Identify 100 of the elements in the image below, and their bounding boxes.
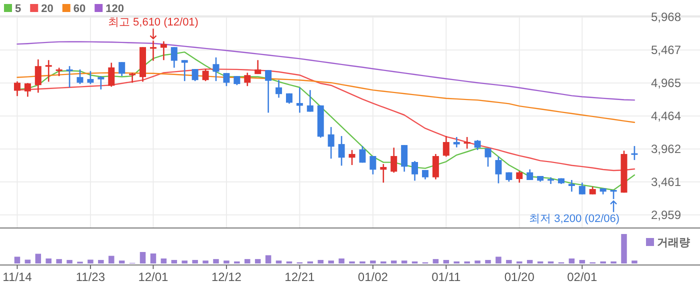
candlestick xyxy=(202,68,209,82)
x-tick-label: 01/20 xyxy=(504,270,535,284)
candlestick xyxy=(45,59,52,82)
bar xyxy=(56,259,62,264)
bar xyxy=(182,260,188,264)
candlestick xyxy=(118,61,126,77)
bar xyxy=(496,256,502,264)
candlestick xyxy=(87,70,94,85)
bar xyxy=(254,259,261,264)
y-tick-label: 5,968 xyxy=(650,10,682,24)
candlestick xyxy=(516,170,523,184)
candlestick xyxy=(150,40,156,62)
bar xyxy=(244,259,250,264)
bar xyxy=(401,260,408,264)
legend-label: 20 xyxy=(41,3,54,15)
bar xyxy=(265,255,272,264)
bar xyxy=(485,260,491,264)
bar xyxy=(35,254,42,264)
bar xyxy=(150,253,156,264)
candlestick xyxy=(160,40,167,61)
candlestick xyxy=(578,182,586,195)
x-tick-label: 02/01 xyxy=(567,270,598,284)
candlestick xyxy=(192,68,198,82)
bar xyxy=(108,256,114,264)
y-tick-label: 3,461 xyxy=(650,174,682,189)
candlestick xyxy=(254,59,262,75)
bar xyxy=(370,260,376,264)
legend-label: 5 xyxy=(15,3,22,15)
candlestick xyxy=(484,148,492,168)
candlestick xyxy=(14,80,20,97)
candlestick xyxy=(234,75,240,86)
candlestick xyxy=(432,153,439,180)
candlestick xyxy=(422,169,428,180)
candlestick xyxy=(359,145,366,164)
bar xyxy=(192,260,198,264)
candlestick xyxy=(338,135,345,166)
bar xyxy=(66,260,72,264)
y-tick-label: 4,965 xyxy=(650,76,682,90)
bar xyxy=(46,258,52,264)
candlestick xyxy=(568,179,575,192)
bar xyxy=(202,260,208,264)
candlestick xyxy=(276,79,282,98)
y-tick-label: 2,959 xyxy=(650,208,682,222)
candlestick xyxy=(108,62,115,88)
bar xyxy=(160,258,167,264)
candlestick xyxy=(34,58,42,94)
bar xyxy=(432,259,439,264)
x-tick-label: 01/11 xyxy=(432,270,462,284)
y-tick-label: 3,962 xyxy=(650,142,682,156)
bar xyxy=(118,260,125,264)
candlestick xyxy=(464,136,470,150)
bar xyxy=(171,260,178,264)
bar xyxy=(338,258,344,264)
candlestick xyxy=(244,72,251,87)
bar xyxy=(579,260,586,264)
annotation: 최저 3,200 (02/06) xyxy=(529,213,620,226)
candlestick xyxy=(453,136,460,148)
bar xyxy=(140,252,146,264)
candlestick xyxy=(170,46,178,68)
bar xyxy=(474,260,480,264)
bar xyxy=(14,256,20,264)
candlestick xyxy=(390,147,398,174)
candlestick xyxy=(495,156,502,184)
bar xyxy=(526,260,533,264)
y-tick-label: 4,464 xyxy=(650,108,682,123)
bar xyxy=(390,260,397,264)
bar xyxy=(568,258,575,264)
bar xyxy=(24,260,31,264)
bar xyxy=(276,260,282,264)
bar xyxy=(443,260,450,264)
legend-label: 120 xyxy=(106,3,124,15)
candlestick xyxy=(24,82,31,98)
candlestick xyxy=(328,126,334,160)
candlestick xyxy=(129,72,136,84)
legend-label: 거래량 xyxy=(657,237,690,249)
bar xyxy=(506,260,512,264)
candlestick xyxy=(474,139,481,151)
candlestick xyxy=(66,65,73,88)
candlestick xyxy=(401,144,408,172)
candlestick xyxy=(370,155,376,176)
bar xyxy=(98,260,104,264)
candlestick xyxy=(631,145,638,161)
candlestick xyxy=(212,56,220,82)
x-tick-label: 01/02 xyxy=(358,270,388,284)
candlestick xyxy=(181,59,188,82)
x-tick-label: 11/14 xyxy=(2,270,32,284)
candlestick xyxy=(306,89,314,112)
candlestick xyxy=(223,72,230,87)
bar xyxy=(621,234,627,264)
bar xyxy=(318,260,324,264)
candlestick xyxy=(412,160,418,182)
candlestick xyxy=(265,69,272,114)
x-tick-label: 11/23 xyxy=(76,270,106,284)
bar xyxy=(88,260,94,264)
line-series xyxy=(16,41,636,101)
candlestick xyxy=(610,189,617,200)
candlestick xyxy=(442,135,450,158)
bar xyxy=(224,260,230,264)
x-tick-label: 12/12 xyxy=(211,270,242,284)
bar xyxy=(213,259,219,264)
